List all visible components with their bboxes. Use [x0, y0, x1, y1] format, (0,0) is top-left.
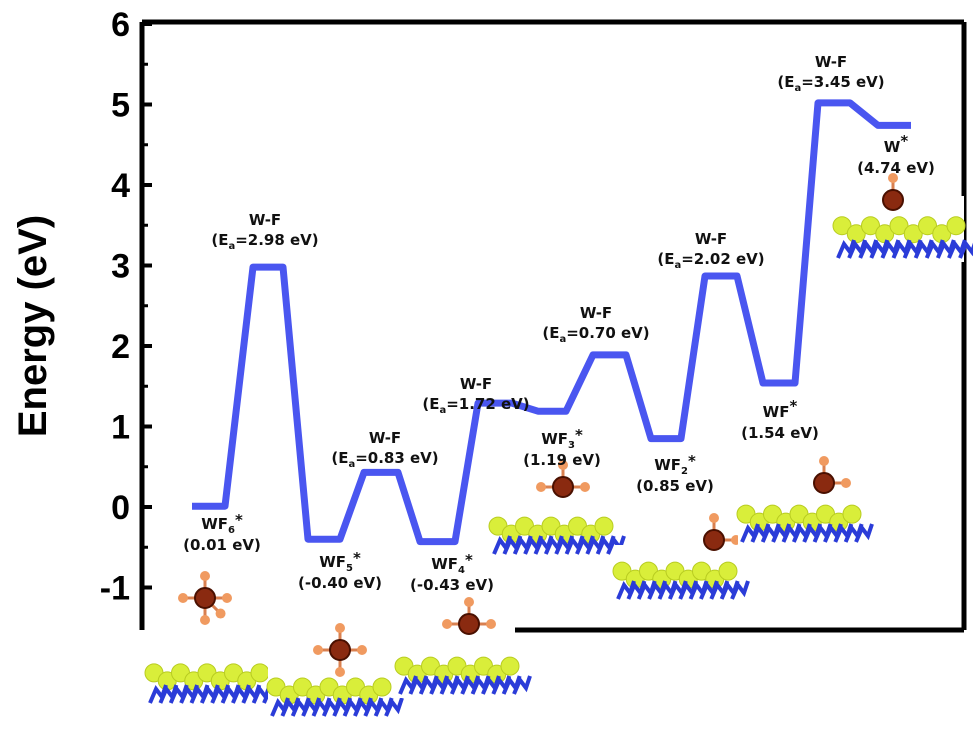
adsorbate-molecule-icon: [313, 623, 367, 677]
energy-profile-line: [192, 99, 911, 546]
energy-profile-path: [192, 99, 911, 546]
plot-frame: [139, 19, 967, 633]
state-label: W-F: [695, 230, 727, 248]
state-label: WF6*: [201, 511, 243, 536]
surface-slab-image: [144, 645, 282, 707]
state-label: (1.19 eV): [523, 451, 601, 469]
surface-slab-image: [612, 545, 750, 603]
y-tick-label: 3: [111, 248, 130, 286]
state-label: W-F: [580, 304, 612, 322]
state-label: WF*: [763, 397, 798, 421]
surface-slab-image: [832, 196, 973, 262]
y-tick-label: 2: [111, 328, 130, 366]
state-label: (Ea=2.98 eV): [211, 231, 318, 252]
state-label: WF3*: [541, 426, 583, 451]
state-annotations: WF6*(0.01 eV) W-F (Ea=2.98 eV) WF5*(-0.40 e…: [183, 53, 935, 594]
state-label: (4.74 eV): [857, 159, 935, 177]
state-label: (1.54 eV): [741, 424, 819, 442]
state-label: (0.85 eV): [636, 477, 714, 495]
state-label: (-0.40 eV): [298, 574, 382, 592]
y-tick-label: 6: [111, 6, 130, 44]
y-tick-label: 5: [111, 87, 130, 125]
surface-slab-image: [266, 660, 404, 720]
state-label: (0.01 eV): [183, 536, 261, 554]
state-label: WF4*: [431, 551, 473, 576]
state-label: (-0.43 eV): [410, 576, 494, 594]
y-tick-label: -1: [100, 570, 130, 608]
y-tick-label: 4: [111, 167, 130, 205]
y-axis-tick-labels: -1 0 1 2 3 4 5 6: [100, 6, 130, 608]
state-label: WF5*: [319, 549, 361, 574]
state-label: WF2*: [654, 452, 696, 477]
state-label: (Ea=0.70 eV): [542, 324, 649, 345]
surface-slab-image: [394, 640, 532, 698]
state-label: W-F: [369, 429, 401, 447]
adsorbate-molecule-icon: [536, 460, 590, 498]
adsorbate-molecule-icon: [442, 597, 496, 635]
state-label: (Ea=0.83 eV): [331, 449, 438, 470]
state-label: W-F: [460, 375, 492, 393]
adsorbate-molecule-icon: [813, 456, 851, 494]
state-label: (Ea=1.72 eV): [422, 395, 529, 416]
state-label: W-F: [815, 53, 847, 71]
y-tick-label: 0: [111, 489, 130, 527]
surface-slab-image: [736, 488, 874, 546]
state-label: W-F: [249, 211, 281, 229]
surface-slab-image: [488, 500, 626, 558]
adsorbate-molecule-icon: [703, 513, 741, 551]
state-label: (Ea=2.02 eV): [657, 250, 764, 271]
y-axis-title: Energy (eV): [11, 215, 55, 437]
adsorbate-molecule-icon: [178, 571, 232, 625]
state-label: W*: [884, 132, 909, 156]
y-axis-ticks: [142, 22, 152, 590]
y-tick-label: 1: [111, 409, 130, 447]
adsorbate-structure-images: [144, 173, 973, 720]
state-label: (Ea=3.45 eV): [777, 73, 884, 94]
adsorbate-molecule-icon: [882, 173, 904, 211]
